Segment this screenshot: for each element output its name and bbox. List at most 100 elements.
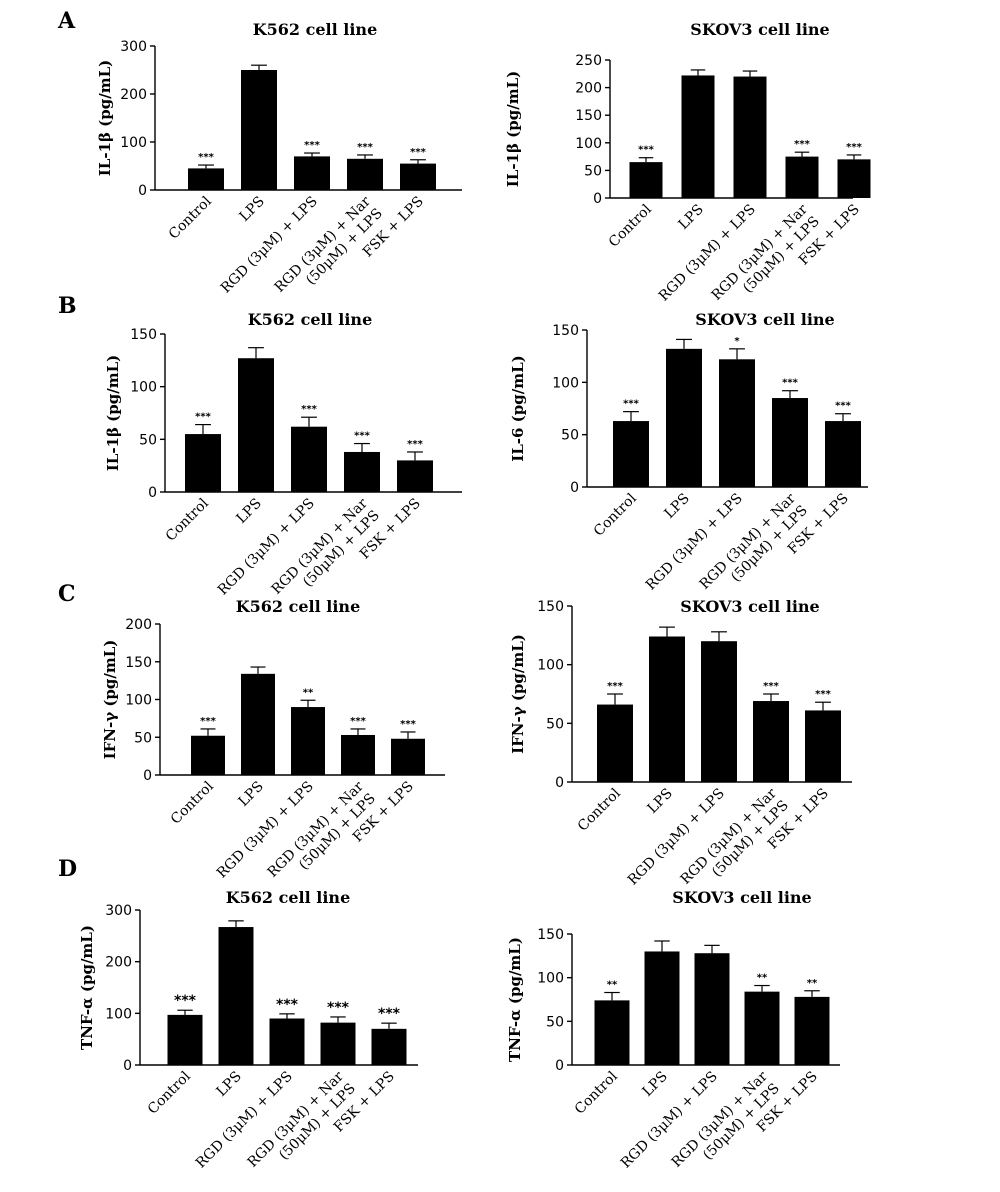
bar-3 <box>294 156 330 190</box>
bar-2 <box>241 70 277 190</box>
bar-3 <box>719 359 755 487</box>
chart-3: K562 cell line IL-1β (pg/mL) 0 50 100 150 *** C… <box>104 310 462 598</box>
y-tick-label: 0 <box>123 1058 132 1074</box>
significance-label: *** <box>638 145 654 156</box>
significance-label: ** <box>303 687 314 698</box>
y-axis-label: IL-1β (pg/mL) <box>96 60 114 176</box>
bar-5 <box>825 421 861 487</box>
x-tick-label: RGD (3μM) + Nar <box>709 201 811 303</box>
bar-2 <box>644 951 680 1065</box>
significance-label: ** <box>757 973 768 984</box>
chart-title: K562 cell line <box>248 310 373 329</box>
x-tick-label: RGD (3μM) + Nar <box>245 1068 347 1170</box>
y-tick-label: 100 <box>120 135 147 151</box>
bar-2 <box>238 358 274 492</box>
bar-2 <box>681 75 715 198</box>
significance-label: *** <box>350 716 366 727</box>
significance-label: *** <box>198 152 214 163</box>
bar-5 <box>837 159 871 198</box>
significance-label: *** <box>304 140 320 151</box>
bar-5 <box>400 163 436 190</box>
significance-label: *** <box>782 378 798 389</box>
significance-label: *** <box>407 439 423 450</box>
x-tick-label: Control <box>163 495 212 544</box>
bar-1 <box>629 162 663 198</box>
y-tick-label: 100 <box>552 375 579 391</box>
significance-label: *** <box>327 1000 350 1016</box>
chart-title: SKOV3 cell line <box>672 888 811 907</box>
bar-4 <box>320 1022 356 1065</box>
significance-label: *** <box>357 142 373 153</box>
chart-4: SKOV3 cell line IL-6 (pg/mL) 0 50 100 150 *** C… <box>509 310 868 593</box>
panel-letter-d: D <box>58 856 77 882</box>
y-tick-label: 100 <box>537 971 564 987</box>
chart-title: K562 cell line <box>236 597 361 616</box>
y-tick-label: 300 <box>120 39 147 55</box>
significance-label: *** <box>354 431 370 442</box>
y-tick-label: 0 <box>570 480 579 496</box>
y-axis-label: TNF-α (pg/mL) <box>78 925 96 1050</box>
bar-4 <box>341 734 375 775</box>
y-axis-label: IL-1β (pg/mL) <box>104 355 122 471</box>
x-tick-label: RGD (3μM) + LPS <box>215 496 318 599</box>
bar-5 <box>794 996 830 1065</box>
x-tick-label: RGD (3μM) + Nar <box>265 778 367 880</box>
panel-letter-a: A <box>57 8 76 34</box>
chart-title: K562 cell line <box>226 888 351 907</box>
chart-8: SKOV3 cell line TNF-α (pg/mL) 0 50 100 150 ** C… <box>506 888 840 1171</box>
chart-6: SKOV3 cell line IFN-γ (pg/mL) 0 50 100 150 ***… <box>509 597 852 888</box>
bar-5 <box>805 710 841 782</box>
x-tick-label: LPS <box>235 779 266 810</box>
y-tick-label: 0 <box>593 191 602 207</box>
y-axis-label: IFN-γ (pg/mL) <box>101 640 119 760</box>
x-tick-label: Control <box>575 785 624 834</box>
y-tick-label: 150 <box>575 108 602 124</box>
chart-7: K562 cell line TNF-α (pg/mL) 0 100 200 300 ***… <box>78 888 418 1171</box>
bar-4 <box>772 398 808 487</box>
y-tick-label: 0 <box>148 485 157 501</box>
bar-2 <box>649 636 685 782</box>
significance-label: *** <box>607 681 623 692</box>
chart-title: SKOV3 cell line <box>690 20 829 39</box>
bar-3 <box>269 1018 305 1065</box>
bar-1 <box>188 168 224 190</box>
x-tick-label: LPS <box>233 496 264 527</box>
y-tick-label: 100 <box>125 693 152 709</box>
bar-2 <box>218 927 254 1065</box>
y-tick-label: 200 <box>575 81 602 97</box>
bar-3 <box>291 426 327 492</box>
significance-label: *** <box>815 689 831 700</box>
x-tick-label: Control <box>168 778 217 827</box>
significance-label: ** <box>607 980 618 991</box>
panel-letter-c: C <box>58 581 76 607</box>
x-tick-label: LPS <box>639 1069 670 1100</box>
panel-letter-b: B <box>58 293 77 319</box>
bar-4 <box>744 991 780 1065</box>
y-tick-label: 200 <box>120 87 147 103</box>
y-tick-label: 50 <box>546 1014 564 1030</box>
y-tick-label: 100 <box>130 380 157 396</box>
x-tick-label: RGD (3μM) + Nar <box>678 785 780 887</box>
y-tick-label: 300 <box>105 903 132 919</box>
y-tick-label: 50 <box>584 163 602 179</box>
x-tick-label: Control <box>166 193 215 242</box>
chart-title: K562 cell line <box>253 20 378 39</box>
x-tick-label: LPS <box>661 491 692 522</box>
bar-3 <box>701 641 737 782</box>
bar-4 <box>785 156 819 198</box>
bar-1 <box>191 735 225 775</box>
x-tick-label: LPS <box>213 1069 244 1100</box>
y-tick-label: 0 <box>138 183 147 199</box>
x-tick-label: LPS <box>675 202 706 233</box>
y-tick-label: 150 <box>537 927 564 943</box>
x-tick-label: RGD (3μM) + Nar <box>697 490 799 592</box>
y-tick-label: 150 <box>537 599 564 615</box>
x-tick-label: RGD (3μM) + LPS <box>218 194 321 297</box>
x-tick-label: RGD (3μM) + Nar <box>269 495 371 597</box>
chart-2: SKOV3 cell line IL-1β (pg/mL) 0 50 100 150 200… <box>504 20 871 304</box>
y-tick-label: 50 <box>546 716 564 732</box>
x-tick-label: LPS <box>644 786 675 817</box>
bar-2 <box>241 673 275 775</box>
y-tick-label: 0 <box>555 1058 564 1074</box>
